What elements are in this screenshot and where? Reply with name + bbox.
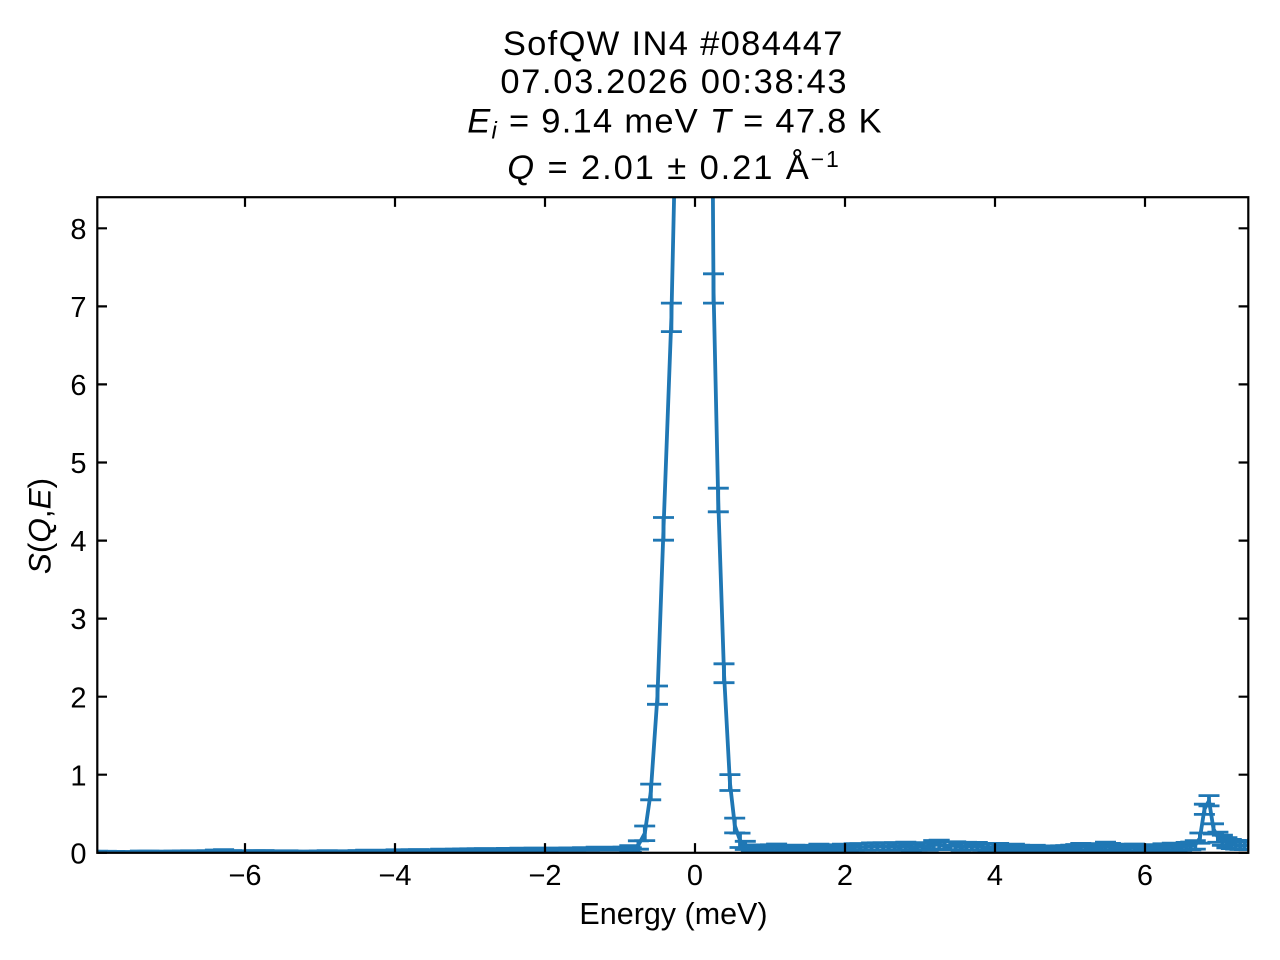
svg-text:07.03.2026 00:38:43: 07.03.2026 00:38:43 (500, 63, 848, 101)
svg-text:S(Q,E): S(Q,E) (22, 478, 58, 574)
svg-text:−6: −6 (228, 860, 261, 892)
svg-text:5: 5 (70, 448, 86, 480)
svg-text:2: 2 (837, 860, 853, 892)
svg-text:SofQW IN4 #084447: SofQW IN4 #084447 (503, 25, 844, 63)
svg-text:−2: −2 (528, 860, 561, 892)
svg-text:Ei = 9.14 meV T = 47.8 K: Ei = 9.14 meV T = 47.8 K (467, 102, 883, 144)
svg-text:4: 4 (987, 860, 1003, 892)
svg-text:8: 8 (70, 214, 86, 246)
svg-text:3: 3 (70, 604, 86, 636)
svg-text:6: 6 (1137, 860, 1153, 892)
svg-text:4: 4 (70, 526, 86, 558)
svg-text:−4: −4 (378, 860, 411, 892)
svg-text:2: 2 (70, 682, 86, 714)
svg-text:6: 6 (70, 370, 86, 402)
svg-text:1: 1 (70, 760, 86, 792)
svg-text:Energy (meV): Energy (meV) (579, 897, 767, 931)
svg-text:0: 0 (70, 838, 86, 870)
svg-text:Q = 2.01 ± 0.21 Å−1: Q = 2.01 ± 0.21 Å−1 (507, 146, 841, 187)
svg-text:7: 7 (70, 292, 86, 324)
svg-text:0: 0 (687, 860, 703, 892)
